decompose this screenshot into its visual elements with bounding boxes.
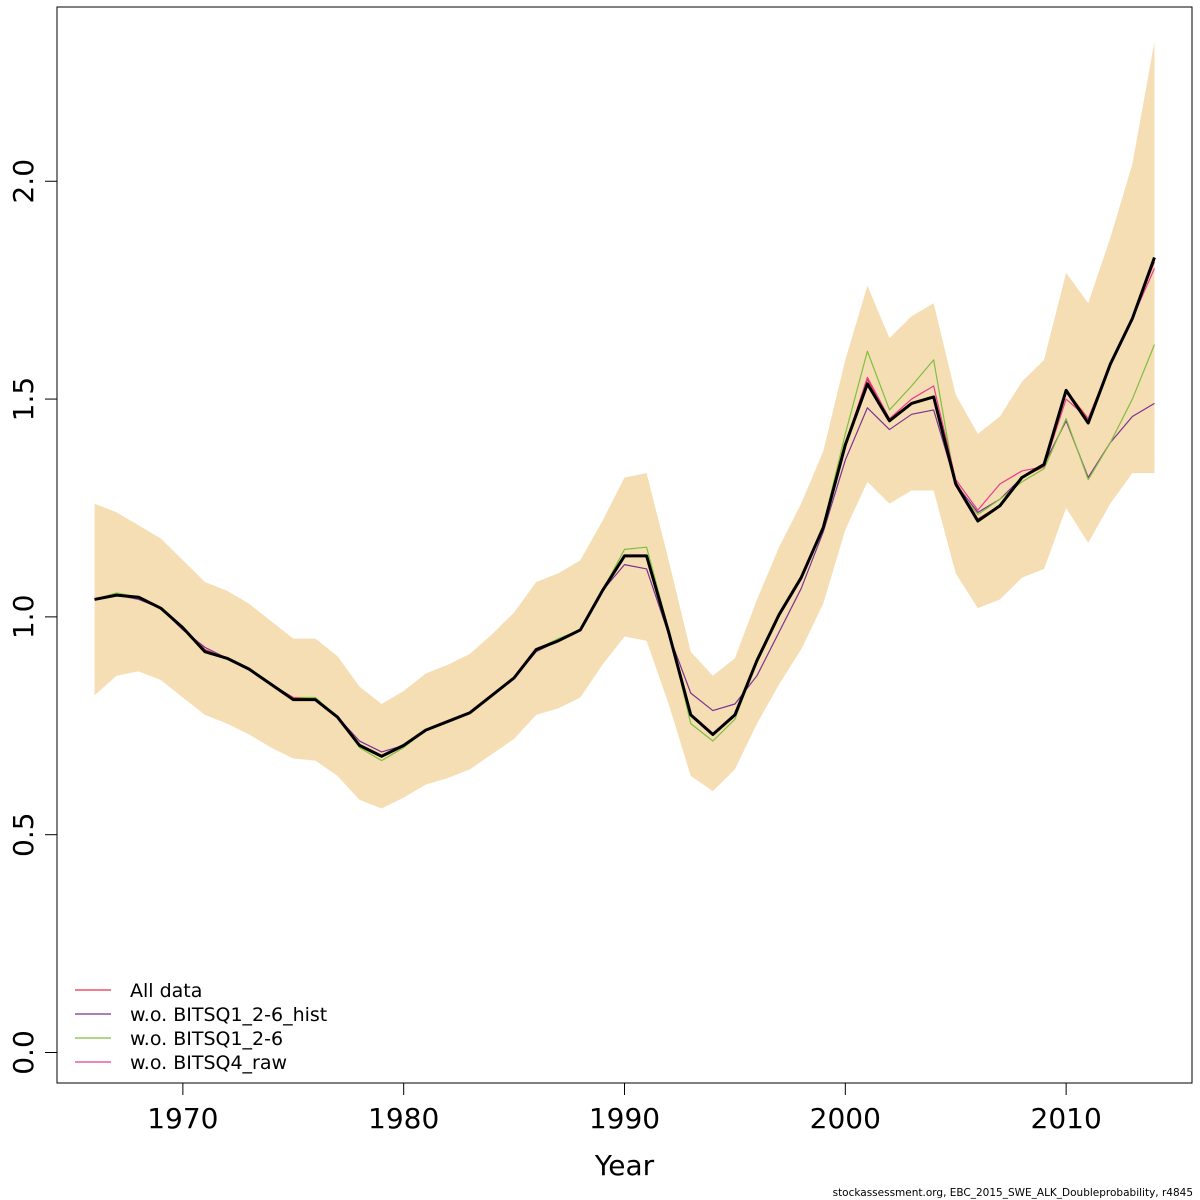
x-axis: 1970 1980 1990 2000 2010 — [147, 1082, 1102, 1135]
confidence-band-layer — [94, 41, 1155, 809]
legend-label: All data — [130, 980, 202, 1002]
x-tick-label: 2000 — [810, 1102, 881, 1135]
legend-label: w.o. BITSQ4_raw — [130, 1052, 287, 1074]
x-tick-label: 2010 — [1031, 1102, 1102, 1135]
y-tick-label: 1.0 — [7, 595, 40, 640]
y-tick-label: 1.5 — [7, 377, 40, 422]
legend-label: w.o. BITSQ1_2-6 — [130, 1028, 283, 1050]
y-axis: 0.0 0.5 1.0 1.5 2.0 — [7, 159, 58, 1075]
x-tick-label: 1970 — [147, 1102, 218, 1135]
series-layer — [94, 256, 1156, 762]
x-tick-label: 1990 — [589, 1102, 660, 1135]
legend-label: w.o. BITSQ1_2-6_hist — [130, 1004, 327, 1026]
x-tick-label: 1980 — [368, 1102, 439, 1135]
y-tick-label: 0.0 — [7, 1030, 40, 1075]
series-line-4 — [94, 256, 1156, 758]
confidence-band — [94, 41, 1155, 809]
y-tick-label: 2.0 — [7, 159, 40, 204]
credit-text: stockassessment.org, EBC_2015_SWE_ALK_Do… — [833, 1187, 1193, 1199]
x-axis-title: Year — [594, 1149, 655, 1182]
y-tick-label: 0.5 — [7, 812, 40, 857]
